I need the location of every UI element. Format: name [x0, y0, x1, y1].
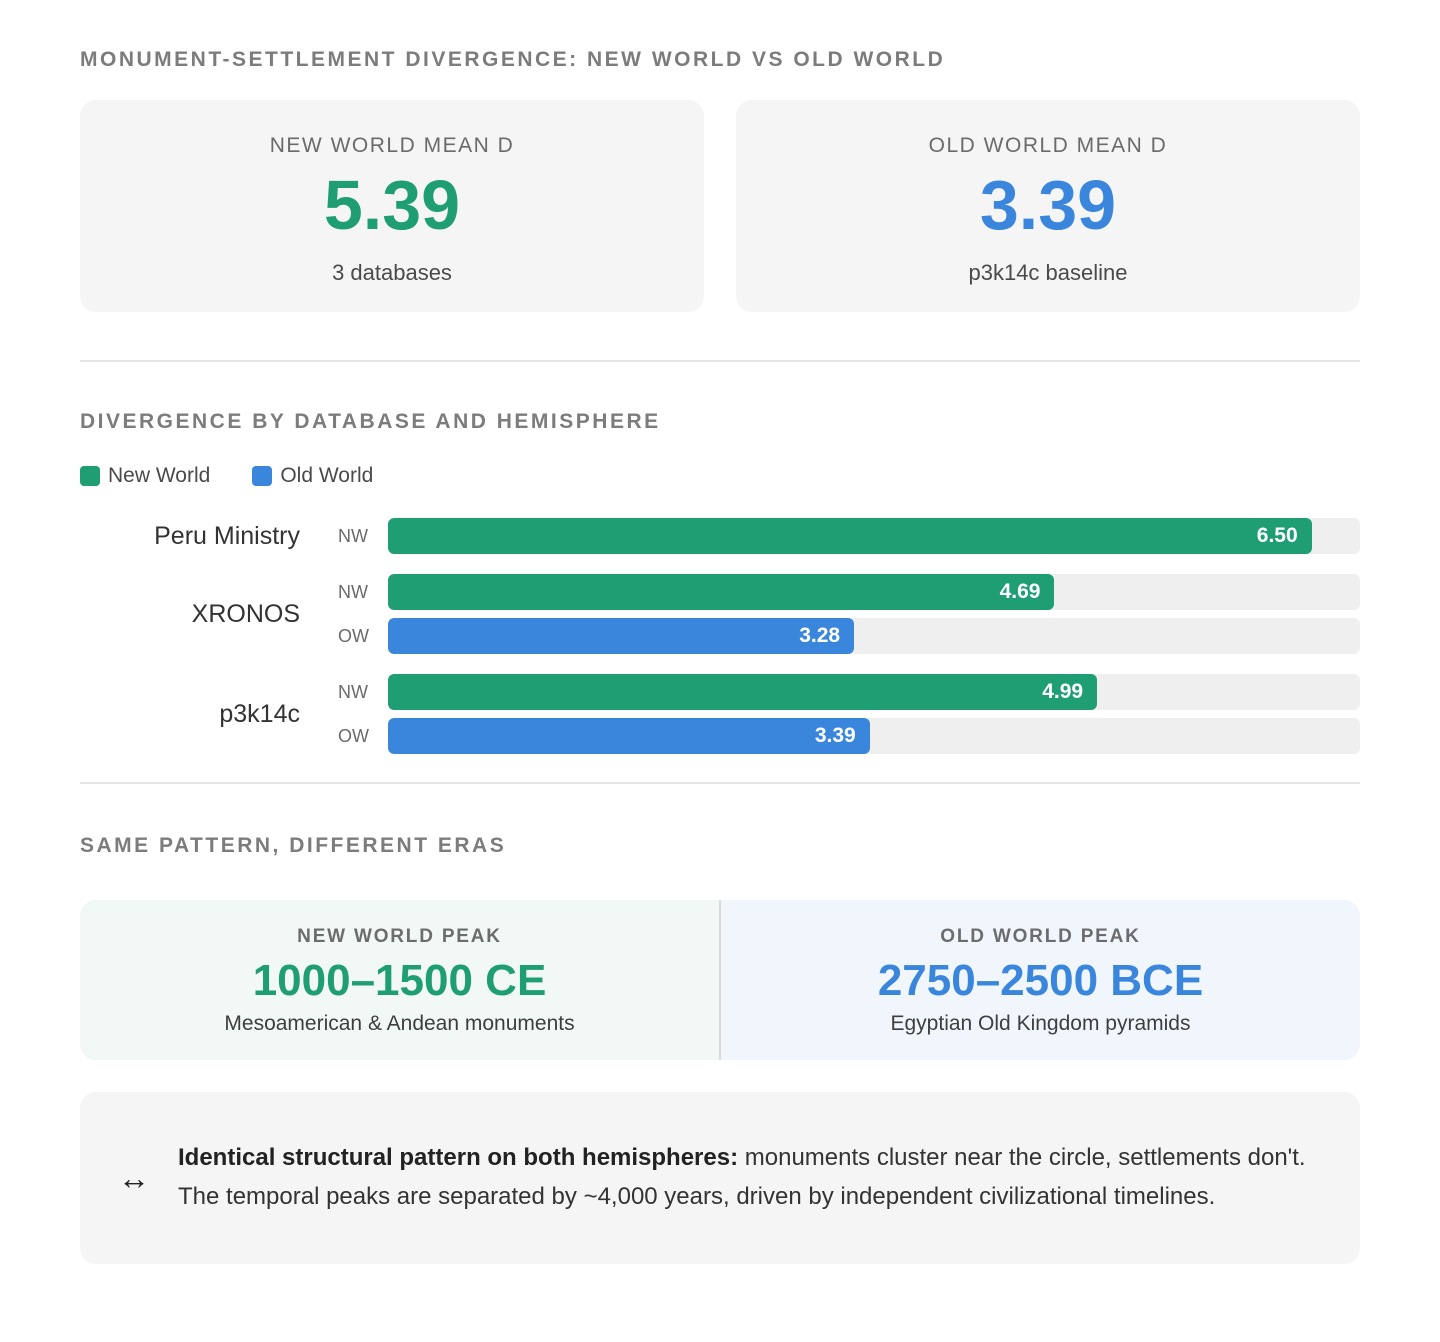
stat-card-new-world: NEW WORLD MEAN D 5.39 3 databases — [80, 100, 704, 312]
era-range: 2750–2500 BCE — [877, 956, 1204, 1005]
bar-track: 4.99 — [388, 674, 1360, 710]
stat-value: 3.39 — [979, 166, 1117, 244]
bar-track: 3.39 — [388, 718, 1360, 754]
category-label: XRONOS — [191, 599, 300, 628]
bar: 4.99 — [388, 674, 1098, 710]
note-callout: ↔ Identical structural pattern on both h… — [80, 1092, 1360, 1264]
legend-swatch — [80, 466, 100, 486]
stat-sub: p3k14c baseline — [968, 260, 1128, 285]
left-right-arrow-icon: ↔ — [118, 1159, 150, 1196]
bar-track: 3.28 — [388, 618, 1360, 654]
bar-value-label: 3.39 — [814, 724, 856, 747]
hemisphere-label: OW — [338, 725, 369, 746]
bar-group: XRONOS NW 4.69 OW 3.28 — [80, 574, 1360, 654]
hemisphere-label: NW — [338, 581, 368, 602]
bar-rows: NW 4.99 OW 3.39 — [338, 674, 1360, 754]
eras-panel: NEW WORLD PEAK 1000–1500 CE Mesoamerican… — [80, 900, 1360, 1060]
bar: 3.39 — [388, 718, 870, 754]
legend-item-new-world: New World — [80, 464, 210, 488]
note-bold: Identical structural pattern on both hem… — [178, 1144, 739, 1172]
stat-row: NEW WORLD MEAN D 5.39 3 databases OLD WO… — [80, 100, 1360, 312]
stat-value: 5.39 — [323, 166, 461, 244]
bar-rows: NW 6.50 — [338, 518, 1360, 554]
bar-value-label: 3.28 — [799, 624, 841, 647]
bar-row: OW 3.28 — [338, 618, 1360, 654]
era-range: 1000–1500 CE — [252, 956, 547, 1005]
bar-value-label: 4.69 — [999, 580, 1041, 603]
chart-section: DIVERGENCE BY DATABASE AND HEMISPHERE Ne… — [80, 410, 1360, 754]
era-sub: Egyptian Old Kingdom pyramids — [890, 1012, 1191, 1036]
era-label: NEW WORLD PEAK — [297, 926, 502, 947]
chart-legend: New World Old World — [80, 464, 1360, 488]
bar-chart: Peru Ministry NW 6.50 XRONOS NW 4.69 OW 3.28 p3k… — [80, 518, 1360, 754]
bar-rows: NW 4.69 OW 3.28 — [338, 574, 1360, 654]
era-old-world: OLD WORLD PEAK 2750–2500 BCE Egyptian Ol… — [721, 900, 1360, 1060]
bar-row: NW 4.69 — [338, 574, 1360, 610]
page-title: MONUMENT-SETTLEMENT DIVERGENCE: NEW WORL… — [80, 48, 946, 71]
category-label: Peru Ministry — [154, 521, 300, 550]
divider — [80, 782, 1360, 784]
legend-swatch — [252, 466, 273, 486]
era-new-world: NEW WORLD PEAK 1000–1500 CE Mesoamerican… — [80, 900, 721, 1060]
stat-label: NEW WORLD MEAN D — [269, 134, 515, 157]
legend-label: New World — [108, 464, 211, 487]
legend-label: Old World — [280, 464, 374, 487]
era-label: OLD WORLD PEAK — [940, 926, 1141, 947]
bar: 6.50 — [388, 518, 1312, 554]
bar-group: Peru Ministry NW 6.50 — [80, 518, 1360, 554]
bar-track: 4.69 — [388, 574, 1360, 610]
eras-title: SAME PATTERN, DIFFERENT ERAS — [80, 834, 507, 857]
chart-title: DIVERGENCE BY DATABASE AND HEMISPHERE — [80, 410, 661, 433]
bar-value-label: 6.50 — [1256, 524, 1298, 547]
hemisphere-label: NW — [338, 525, 368, 546]
hemisphere-label: OW — [338, 625, 369, 646]
bar-value-label: 4.99 — [1042, 680, 1084, 703]
hemisphere-label: NW — [338, 681, 368, 702]
category-label: p3k14c — [219, 699, 300, 728]
bar-row: OW 3.39 — [338, 718, 1360, 754]
bar: 3.28 — [388, 618, 855, 654]
note-body: monuments cluster near the circle, settl… — [178, 1144, 1306, 1210]
divider — [80, 360, 1360, 362]
stat-sub: 3 databases — [332, 260, 452, 285]
bar-track: 6.50 — [388, 518, 1360, 554]
bar-group: p3k14c NW 4.99 OW 3.39 — [80, 674, 1360, 754]
bar-row: NW 4.99 — [338, 674, 1360, 710]
bar: 4.69 — [388, 574, 1055, 610]
bar-row: NW 6.50 — [338, 518, 1360, 554]
note-text: Identical structural pattern on both hem… — [178, 1139, 1320, 1217]
legend-item-old-world: Old World — [252, 464, 373, 488]
era-sub: Mesoamerican & Andean monuments — [224, 1012, 575, 1036]
stat-card-old-world: OLD WORLD MEAN D 3.39 p3k14c baseline — [736, 100, 1360, 312]
stat-label: OLD WORLD MEAN D — [928, 134, 1168, 157]
